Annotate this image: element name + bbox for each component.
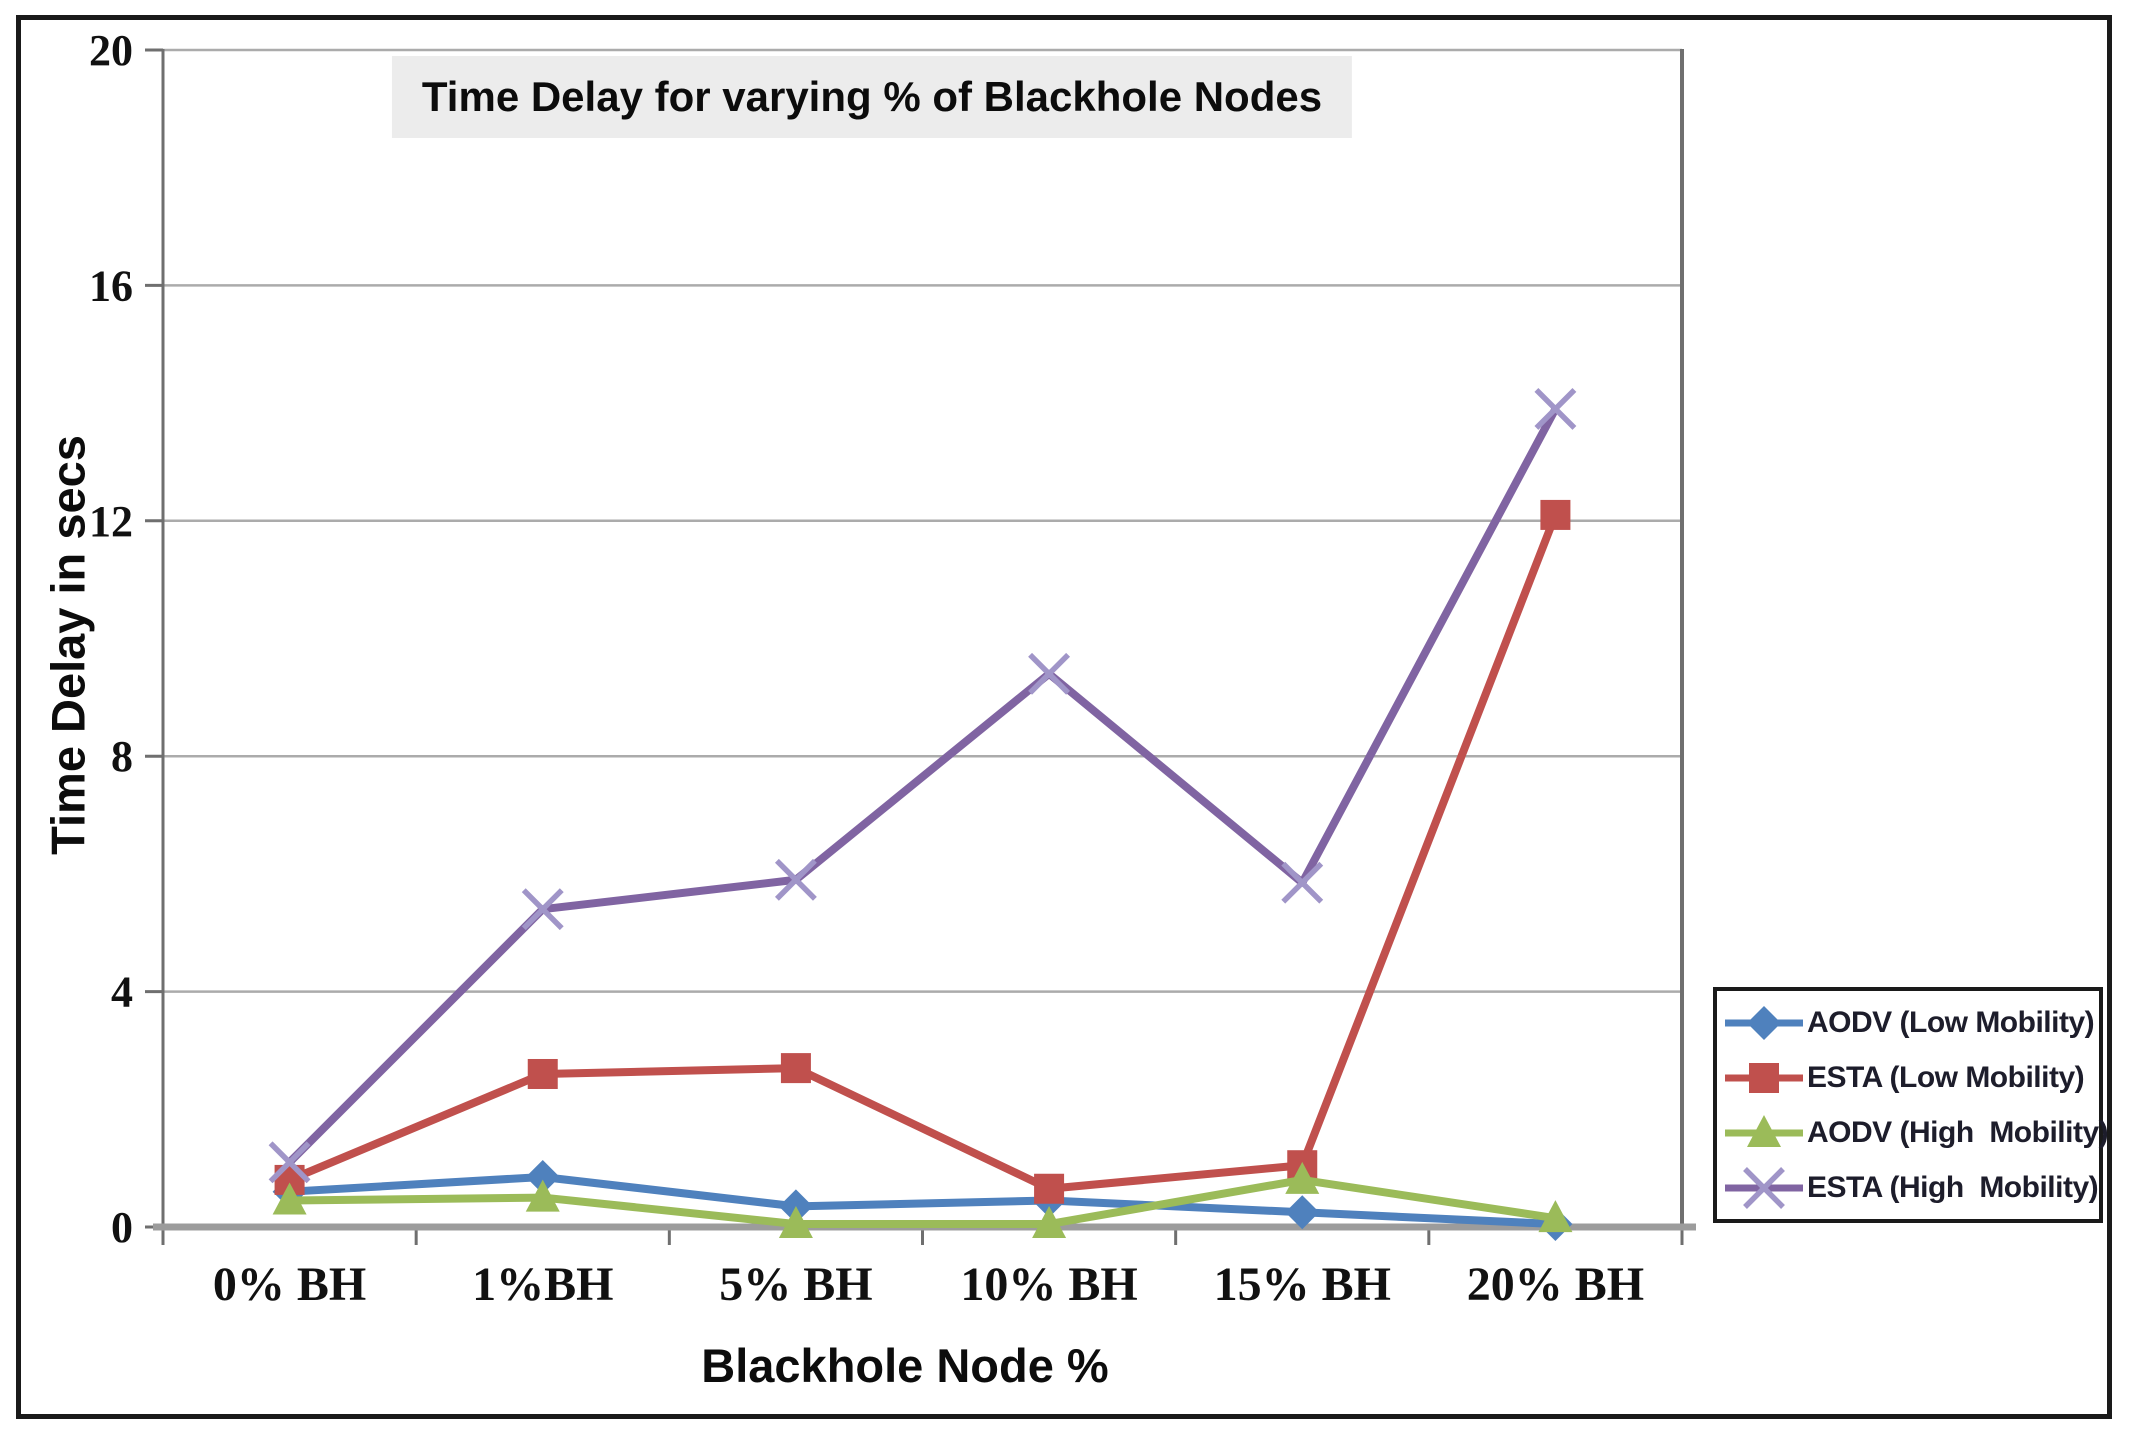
marker-triangle (525, 1179, 560, 1212)
x-tick-label-1: 1%BH (472, 1258, 613, 1311)
legend-marker-sample (1725, 1166, 1803, 1209)
marker-triangle (1032, 1206, 1067, 1239)
marker-triangle (1285, 1161, 1320, 1194)
marker-square (1749, 1062, 1779, 1093)
legend-item: AODV (High Mobility) (1723, 1107, 2109, 1159)
legend-marker-sample (1725, 1062, 1803, 1093)
series-line (285, 1175, 1560, 1229)
marker-triangle (778, 1206, 813, 1239)
x-tick-label-3: 10% BH (960, 1258, 1137, 1311)
x-axis-title: Blackhole Node % (701, 1339, 1109, 1392)
y-tick-label-0: 0 (111, 1203, 133, 1252)
marker-x (1028, 652, 1071, 695)
legend-item: AODV (Low Mobility) (1723, 997, 2095, 1049)
marker-triangle (1747, 1114, 1781, 1147)
marker-x (268, 1141, 311, 1184)
y-axis-title: Time Delay in secs (41, 435, 95, 855)
x-tick-label-4: 15% BH (1214, 1258, 1391, 1311)
legend-label: AODV (High Mobility) (1807, 1115, 2109, 1149)
marker-x (1534, 388, 1577, 430)
series-aodv-low-mobility- (272, 1159, 1573, 1242)
marker-diamond (1747, 1005, 1781, 1040)
legend-marker-sample (1725, 1114, 1803, 1147)
marker-square (1540, 499, 1571, 530)
y-tick-label-4: 4 (111, 968, 133, 1017)
marker-diamond (525, 1159, 560, 1194)
marker-square (1034, 1173, 1065, 1204)
y-tick-label-8: 8 (111, 732, 133, 781)
legend-marker-sample (1725, 1005, 1803, 1040)
marker-x (521, 888, 564, 931)
series-line (285, 1172, 1560, 1229)
marker-x (1743, 1166, 1785, 1209)
legend-label: ESTA (High Mobility) (1807, 1170, 2099, 1204)
legend-label: ESTA (Low Mobility) (1807, 1060, 2085, 1094)
series-line (285, 510, 1560, 1193)
marker-square (527, 1058, 558, 1089)
series-esta-low-mobility- (274, 499, 1571, 1204)
y-tick-label-12: 12 (89, 497, 133, 546)
y-tick-label-20: 20 (89, 26, 133, 75)
chart-title: Time Delay for varying % of Blackhole No… (391, 56, 1353, 138)
x-tick-label-0: 0% BH (213, 1258, 366, 1311)
legend-item: ESTA (Low Mobility) (1723, 1052, 2093, 1104)
x-tick-label-5: 20% BH (1467, 1258, 1644, 1311)
x-tick-label-2: 5% BH (719, 1258, 872, 1311)
marker-x (774, 858, 817, 901)
legend-label: AODV (Low Mobility) (1807, 1005, 2095, 1039)
series-line (285, 404, 1560, 1167)
marker-triangle (1538, 1200, 1573, 1233)
marker-square (780, 1053, 811, 1084)
legend-item: ESTA (High Mobility) (1723, 1162, 2099, 1214)
marker-diamond (1285, 1195, 1320, 1230)
series-aodv-high-mobility- (272, 1161, 1573, 1239)
marker-x (1281, 861, 1324, 904)
chart-legend: AODV (Low Mobility) ESTA (Low Mobility) AO… (1713, 987, 2109, 1223)
marker-triangle (272, 1182, 307, 1215)
series-esta-high-mobility- (268, 388, 1577, 1184)
y-tick-label-16: 16 (89, 261, 133, 310)
